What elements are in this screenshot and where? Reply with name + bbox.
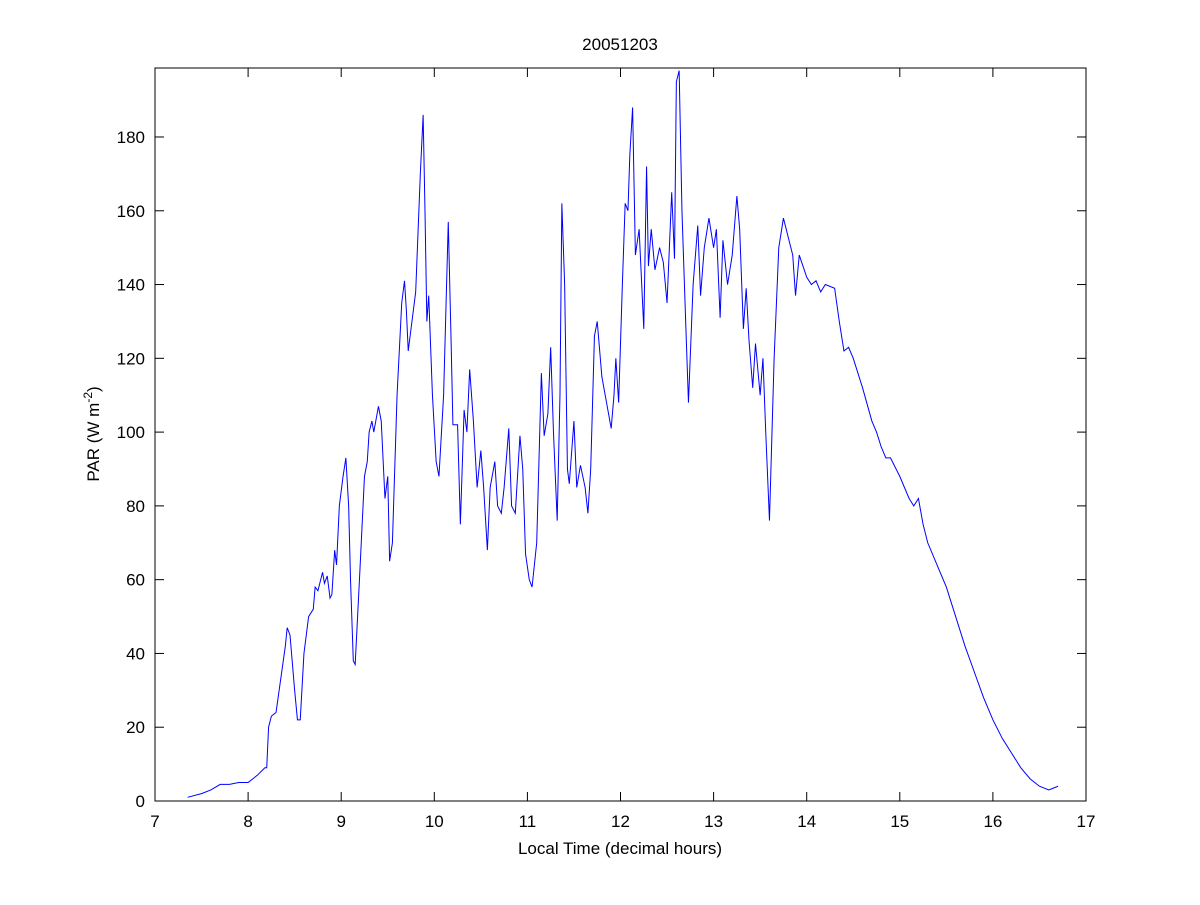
y-axis-label-text: PAR (W m: [84, 403, 103, 482]
y-tick-label: 60: [126, 571, 145, 590]
x-tick-label: 7: [150, 812, 159, 831]
y-axis-label-superscript: -2: [81, 392, 95, 403]
x-tick-label: 11: [519, 812, 537, 831]
y-tick-label: 0: [136, 792, 145, 811]
x-tick-label: 12: [611, 812, 630, 831]
x-axis-label: Local Time (decimal hours): [518, 839, 722, 858]
y-axis-label-suffix: ): [84, 386, 103, 392]
x-tick-label: 8: [243, 812, 252, 831]
x-tick-label: 15: [890, 812, 909, 831]
data-line: [187, 70, 1059, 798]
x-tick-label: 14: [797, 812, 816, 831]
x-tick-label: 10: [425, 812, 444, 831]
y-tick-label: 180: [117, 128, 145, 147]
y-tick-label: 40: [126, 644, 145, 663]
y-tick-label: 160: [117, 202, 145, 221]
y-tick-label: 80: [126, 497, 145, 516]
y-tick-label: 120: [117, 349, 145, 368]
y-axis-label: PAR (W m-2): [81, 386, 103, 481]
y-tick-label: 20: [126, 718, 145, 737]
x-tick-label: 16: [983, 812, 1002, 831]
chart-title: 20051203: [582, 35, 658, 54]
x-tick-label: 9: [336, 812, 345, 831]
y-tick-label: 100: [117, 423, 145, 442]
x-tick-label: 13: [704, 812, 723, 831]
x-tick-label: 17: [1077, 812, 1096, 831]
y-tick-label: 140: [117, 276, 145, 295]
